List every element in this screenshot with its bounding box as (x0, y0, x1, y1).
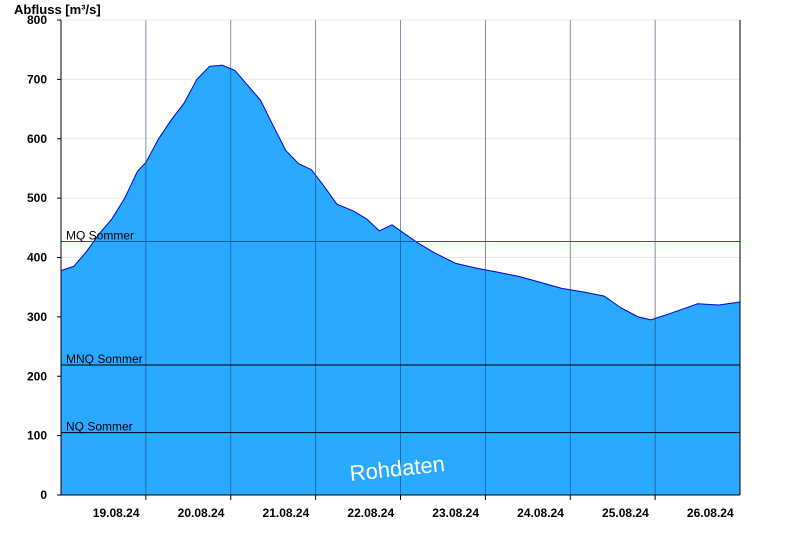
x-tick-label: 26.08.24 (687, 506, 734, 520)
y-tick-label: 100 (27, 429, 47, 443)
y-tick-label: 300 (27, 310, 47, 324)
y-axis-label: Abfluss [m³/s] (14, 2, 101, 17)
x-tick-label: 21.08.24 (263, 506, 310, 520)
y-tick-label: 400 (27, 251, 47, 265)
reference-lines: MQ Sommer MNQ Sommer NQ Sommer (61, 228, 740, 434)
reference-label: MQ Sommer (66, 228, 134, 242)
x-tick-label: 23.08.24 (432, 506, 479, 520)
discharge-line (60, 64, 741, 321)
x-ticks: 19.08.24 20.08.24 21.08.24 22.08.24 23.08.24… (93, 495, 734, 520)
y-tick-label: 600 (27, 132, 47, 146)
y-ticks: 0 100 200 300 400 500 600 700 800 (27, 13, 61, 502)
y-tick-label: 500 (27, 191, 47, 205)
y-tick-label: 700 (27, 72, 47, 86)
y-tick-label: 0 (40, 488, 47, 502)
x-tick-label: 20.08.24 (178, 506, 225, 520)
y-tick-label: 200 (27, 369, 47, 383)
reference-label: MNQ Sommer (66, 352, 143, 366)
x-tick-label: 24.08.24 (517, 506, 564, 520)
y-tick-label: 800 (27, 13, 47, 27)
day-boundaries (145, 20, 656, 495)
reference-label: NQ Sommer (66, 420, 133, 434)
x-tick-label: 22.08.24 (347, 506, 394, 520)
x-tick-label: 19.08.24 (93, 506, 140, 520)
x-tick-label: 25.08.24 (602, 506, 649, 520)
